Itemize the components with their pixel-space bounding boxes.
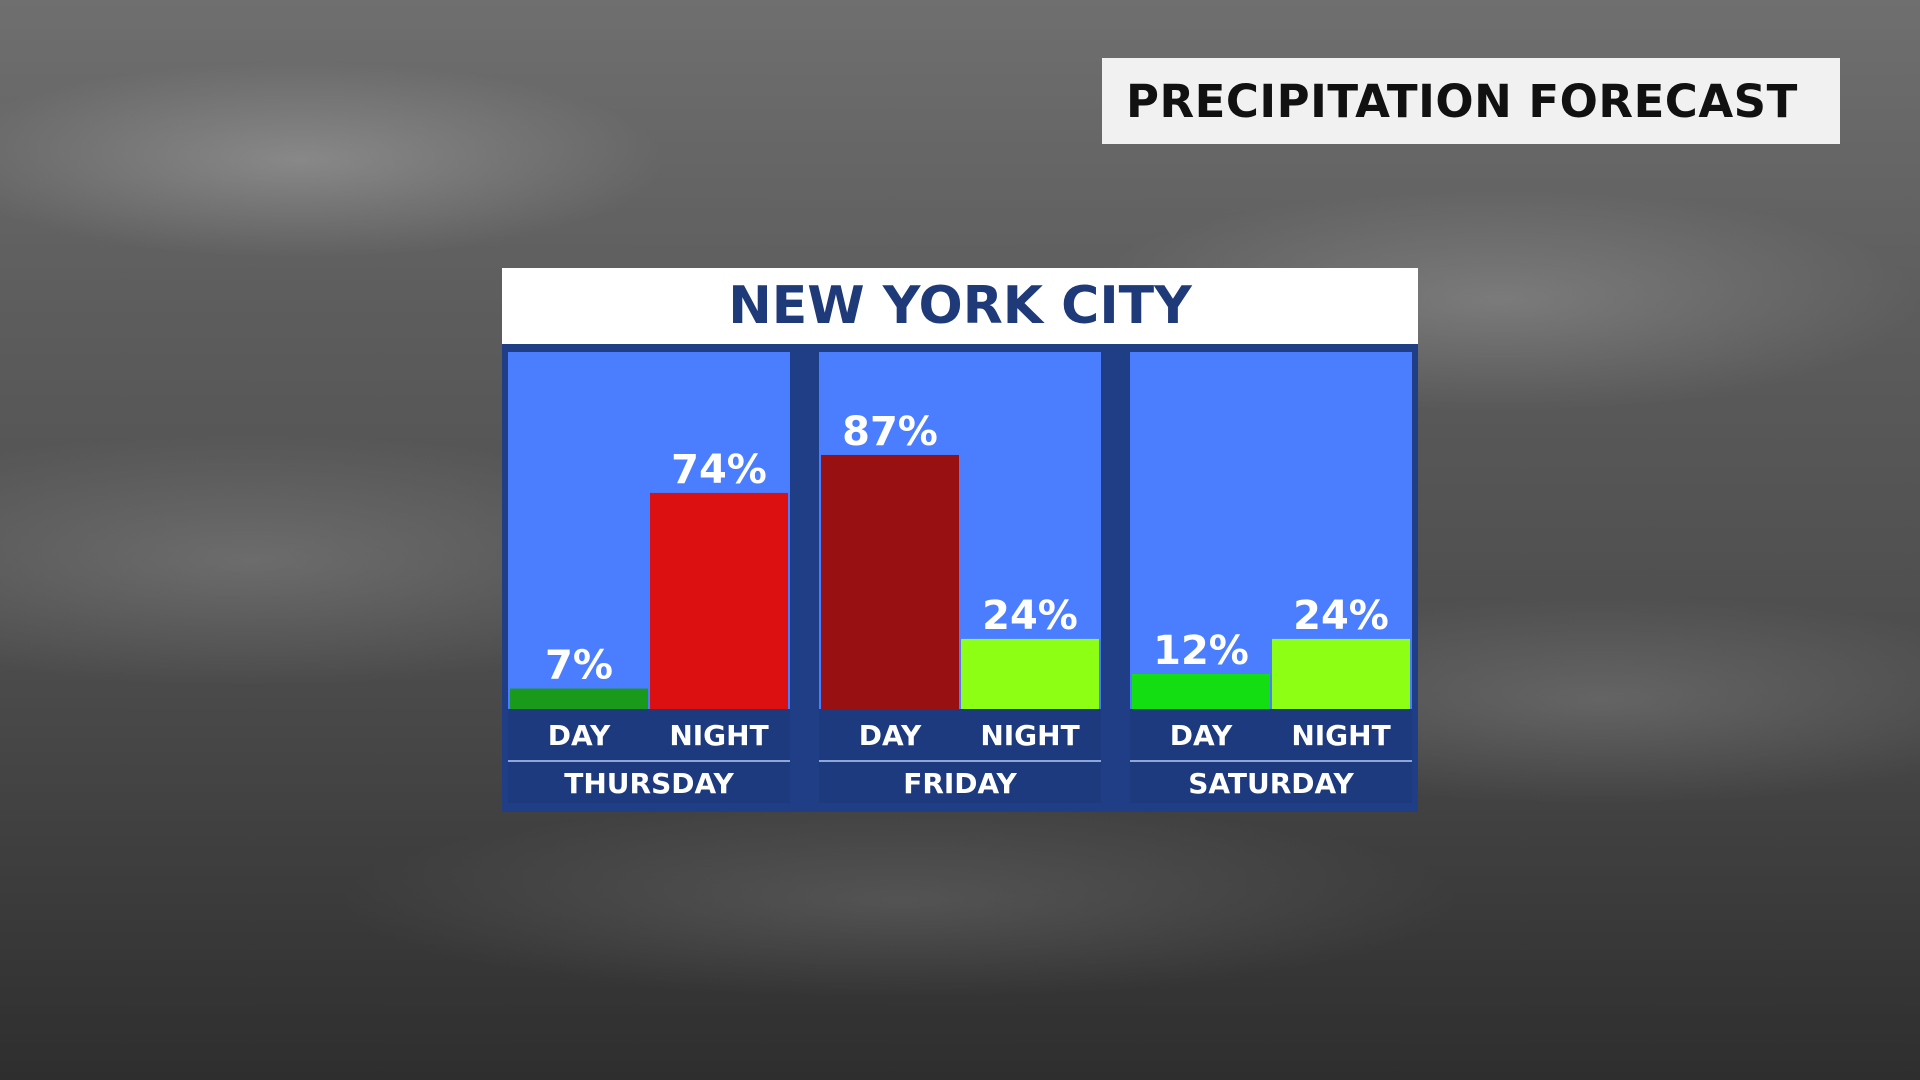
label-strip <box>819 709 1101 803</box>
bar-thursday-night <box>650 492 788 709</box>
value-label: 12% <box>1153 628 1249 674</box>
period-label: DAY <box>548 719 611 752</box>
value-label: 24% <box>982 593 1078 639</box>
label-divider <box>508 760 790 762</box>
precipitation-forecast-badge: PRECIPITATION FORECAST <box>1102 58 1840 144</box>
value-label: 87% <box>842 409 938 455</box>
day-label: THURSDAY <box>564 767 734 800</box>
bar-friday-night <box>961 638 1099 709</box>
label-divider <box>1130 760 1412 762</box>
label-strip <box>508 709 790 803</box>
period-label: NIGHT <box>669 719 768 752</box>
chart-title: NEW YORK CITY <box>502 268 1418 344</box>
period-label: DAY <box>859 719 922 752</box>
bar-saturday-night <box>1272 638 1410 709</box>
period-label: DAY <box>1170 719 1233 752</box>
bar-thursday-day <box>510 688 648 709</box>
period-label: NIGHT <box>1291 719 1390 752</box>
period-label: NIGHT <box>980 719 1079 752</box>
chart-title-text: NEW YORK CITY <box>728 276 1192 336</box>
value-label: 24% <box>1293 593 1389 639</box>
precipitation-bar-chart: 7% DAY 74% NIGHT THURSDAY 87% DAY 24% NIGHT FRIDA… <box>508 352 1412 803</box>
label-divider <box>819 760 1101 762</box>
bar-friday-day <box>821 454 959 709</box>
day-label: FRIDAY <box>903 767 1017 800</box>
day-label: SATURDAY <box>1188 767 1354 800</box>
bar-saturday-day <box>1132 673 1270 709</box>
label-strip <box>1130 709 1412 803</box>
value-label: 7% <box>545 643 613 689</box>
chart-frame: 7% DAY 74% NIGHT THURSDAY 87% DAY 24% NIGHT FRIDA… <box>502 344 1418 812</box>
value-label: 74% <box>671 447 767 493</box>
badge-title: PRECIPITATION FORECAST <box>1126 74 1798 128</box>
